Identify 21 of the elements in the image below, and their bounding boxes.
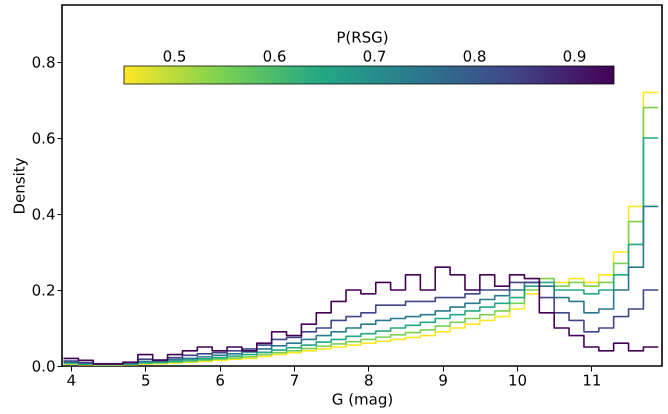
x2-tick-label: 0.7	[362, 48, 386, 66]
x-tick-label: 4	[66, 372, 76, 390]
x2-axis-title: P(RSG)	[336, 28, 389, 46]
x-axis-title: G (mag)	[332, 390, 394, 408]
x-tick-label: 7	[290, 372, 300, 390]
y-tick-label: 0.6	[32, 130, 56, 148]
x-tick-label: 8	[364, 372, 374, 390]
y-axis-title: Density	[10, 157, 29, 215]
x2-tick-label: 0.8	[462, 48, 486, 66]
x2-tick-label: 0.5	[162, 48, 186, 66]
x-tick-label: 10	[508, 372, 528, 390]
x2-tick-label: 0.6	[262, 48, 286, 66]
y-tick-label: 0.2	[32, 282, 56, 300]
x2-tick-label: 0.9	[562, 48, 586, 66]
x-tick-label: 11	[582, 372, 602, 390]
y-tick-label: 0.8	[32, 54, 56, 72]
x-tick-label: 9	[438, 372, 448, 390]
x-tick-label: 5	[141, 372, 151, 390]
y-tick-label: 0.4	[32, 206, 56, 224]
x-tick-label: 6	[215, 372, 225, 390]
y-tick-label: 0.0	[32, 358, 56, 376]
